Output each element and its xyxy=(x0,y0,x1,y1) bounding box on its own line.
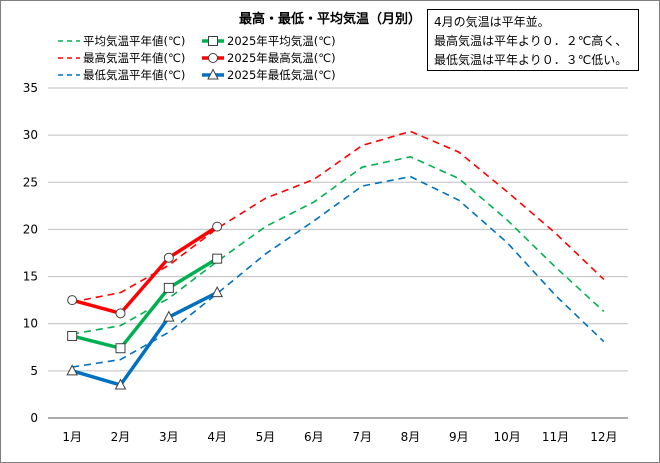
data-point xyxy=(163,252,174,263)
y-tick-label: 0 xyxy=(30,411,38,425)
series-3 xyxy=(72,130,605,303)
x-tick-label: 6月 xyxy=(304,430,324,444)
y-tick-label: 5 xyxy=(30,364,38,378)
x-tick-label: 3月 xyxy=(159,430,179,444)
legend-label: 2025年最高気温(℃) xyxy=(227,51,336,65)
legend-label: 平均気温平年値(℃) xyxy=(83,34,185,48)
legend-item: 2025年最低気温(℃) xyxy=(202,68,336,82)
data-point xyxy=(114,378,127,390)
data-point xyxy=(163,310,175,322)
note-box: 4月の気温は平年並。 最高気温は平年より０．２℃高く、 最低気温は平年より０．３… xyxy=(427,9,639,71)
legend-label: 最低気温平年値(℃) xyxy=(83,68,185,82)
chart-title: 最高・最低・平均気温（月別） xyxy=(239,11,421,27)
legend-item: 最高気温平年値(℃) xyxy=(58,51,185,65)
series-6 xyxy=(66,286,223,390)
series-line xyxy=(72,156,605,335)
series-line xyxy=(71,257,219,350)
legend-item: 2025年最高気温(℃) xyxy=(202,51,336,65)
data-point xyxy=(212,221,223,232)
legend-marker xyxy=(208,36,218,46)
legend-label: 2025年最低気温(℃) xyxy=(227,68,336,82)
x-tick-label: 7月 xyxy=(352,430,372,444)
series-1 xyxy=(72,156,605,335)
x-tick-label: 4月 xyxy=(207,430,227,444)
legend-item: 平均気温平年値(℃) xyxy=(58,34,185,48)
legend: 平均気温平年値(℃) 2025年平均気温(℃) 最高気温平年値(℃) 2025年最高気… xyxy=(58,34,336,82)
y-tick-label: 15 xyxy=(23,270,38,284)
series-4 xyxy=(67,221,223,319)
series-5 xyxy=(72,175,605,368)
data-point xyxy=(115,308,126,319)
series-line xyxy=(72,130,605,303)
y-tick-label: 20 xyxy=(23,222,38,236)
legend-marker xyxy=(208,53,218,63)
grid-lines xyxy=(48,87,628,419)
x-tick-label: 11月 xyxy=(542,430,569,444)
x-axis-ticks: 1月 2月 3月 4月 5月 6月 7月 8月 9月 10月 11月 12月 xyxy=(62,430,617,444)
x-tick-label: 2月 xyxy=(111,430,131,444)
x-tick-label: 5月 xyxy=(256,430,276,444)
series-line xyxy=(71,291,218,387)
data-point xyxy=(211,286,223,298)
y-axis-ticks: 0 5 10 15 20 25 30 35 xyxy=(23,81,38,425)
series-line xyxy=(71,225,219,316)
note-line-3: 最低気温は平年より０．３℃低い。 xyxy=(434,53,628,67)
legend-item: 2025年平均気温(℃) xyxy=(202,34,336,48)
legend-marker xyxy=(207,68,219,80)
legend-item: 最低気温平年値(℃) xyxy=(58,68,185,82)
data-point xyxy=(67,295,78,306)
series-layer xyxy=(66,130,605,390)
x-tick-label: 12月 xyxy=(590,430,617,444)
x-tick-label: 1月 xyxy=(62,430,82,444)
x-tick-label: 9月 xyxy=(449,430,469,444)
data-point xyxy=(67,330,78,341)
data-point xyxy=(163,282,174,293)
y-tick-label: 30 xyxy=(23,128,38,142)
y-tick-label: 25 xyxy=(23,175,38,189)
y-tick-label: 10 xyxy=(23,317,38,331)
note-line-2: 最高気温は平年より０．２℃高く、 xyxy=(434,34,628,48)
x-tick-label: 10月 xyxy=(494,430,521,444)
x-tick-label: 8月 xyxy=(401,430,421,444)
series-2 xyxy=(67,253,223,354)
y-tick-label: 35 xyxy=(23,81,38,95)
legend-label: 2025年平均気温(℃) xyxy=(227,34,336,48)
note-line-1: 4月の気温は平年並。 xyxy=(434,15,550,29)
legend-label: 最高気温平年値(℃) xyxy=(83,51,185,65)
data-point xyxy=(66,364,78,376)
data-point xyxy=(212,253,223,264)
data-point xyxy=(115,343,126,354)
series-line xyxy=(72,175,605,368)
